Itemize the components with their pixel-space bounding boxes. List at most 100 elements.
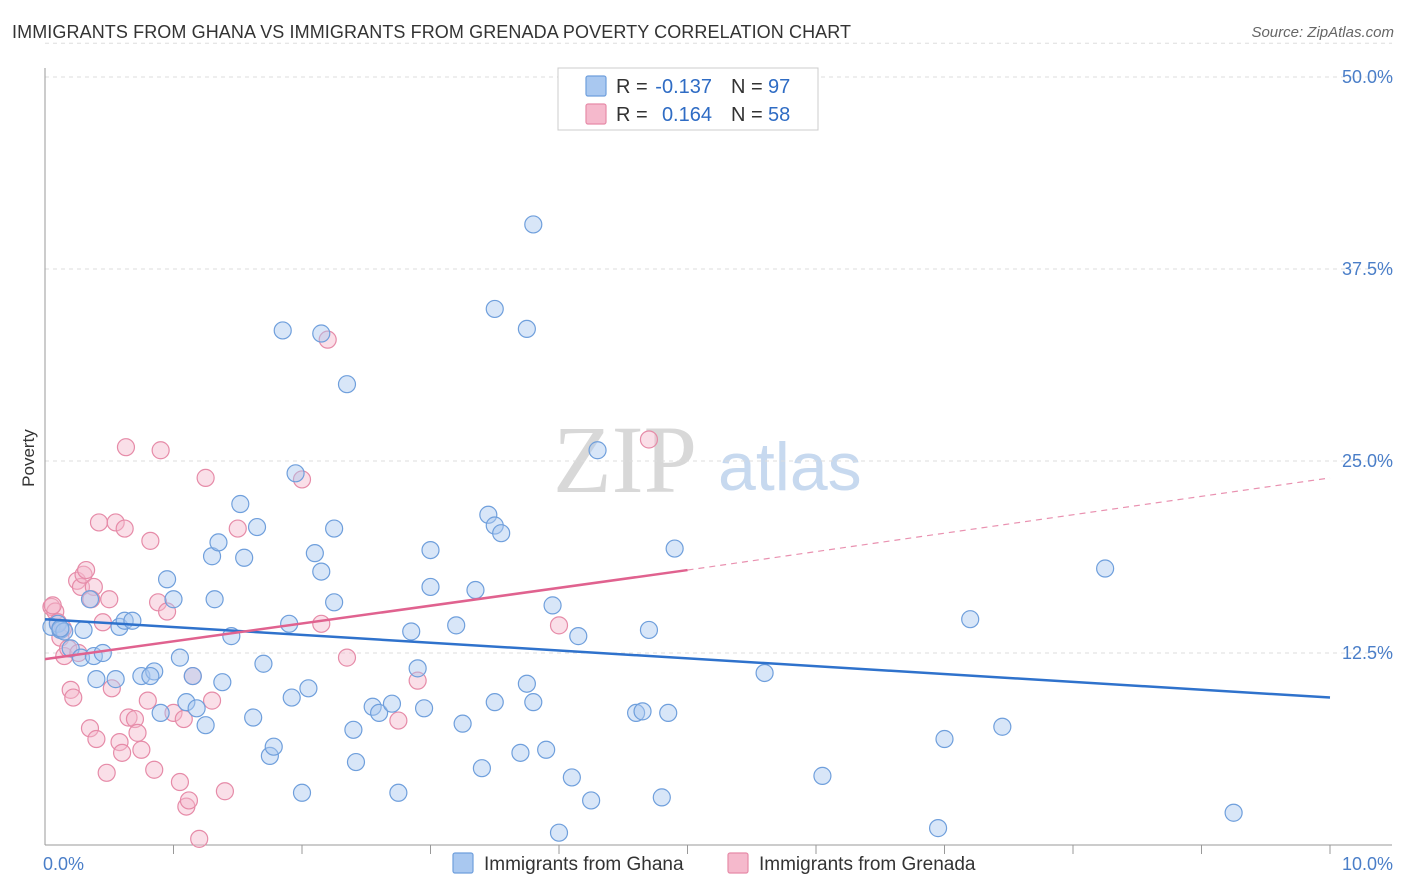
ghana-point (582, 791, 601, 810)
grenada-point (141, 531, 160, 550)
chart-title: IMMIGRANTS FROM GHANA VS IMMIGRANTS FROM… (12, 22, 852, 42)
bottom-legend-label-ghana: Immigrants from Ghana (484, 854, 684, 875)
grenada-point (549, 616, 569, 635)
x-tick-label-max: 10.0% (1342, 854, 1393, 874)
grenada-point (102, 679, 121, 698)
legend-n-label-ghana: N = (731, 76, 763, 98)
ghana-point (408, 659, 427, 678)
grenada-point (80, 719, 100, 738)
ghana-point (177, 693, 196, 712)
ghana-point (123, 611, 142, 630)
correlation-legend: R = -0.137 N = 97 R = 0.164 N = 58 (557, 67, 819, 131)
ghana-point (151, 703, 170, 723)
ghana-point (170, 648, 190, 667)
ghana-point (524, 215, 543, 234)
grenada-point (87, 729, 106, 749)
ghana-point (993, 717, 1012, 736)
ghana-point (196, 716, 215, 735)
x-tick-label-min: 0.0% (43, 854, 84, 874)
ghana-point (337, 375, 357, 394)
grenada-point (128, 723, 147, 742)
ghana-point (141, 666, 160, 686)
y-tick-label: 25.0% (1342, 451, 1393, 471)
grenada-point (389, 711, 408, 730)
axes (44, 68, 1392, 846)
ghana-point (74, 620, 93, 640)
ghana-point (421, 540, 440, 560)
ghana-point (164, 590, 183, 609)
grenada-point (164, 703, 183, 723)
ghana-point (247, 517, 267, 537)
ghana-point (652, 788, 671, 807)
grenada-point (190, 829, 209, 848)
ghana-point (633, 702, 652, 721)
ghana-point (755, 663, 774, 683)
ghana-point (961, 610, 980, 629)
ghana-point (447, 616, 466, 635)
grenada-point (125, 709, 145, 729)
ghana-point (466, 580, 485, 600)
grenada-point (337, 648, 357, 667)
grenada-point (97, 763, 116, 782)
ghana-point (543, 596, 562, 615)
y-tick-label: 37.5% (1342, 259, 1393, 279)
ghana-point (209, 533, 228, 552)
legend-r-label-ghana: R = (616, 76, 648, 98)
ghana-point (235, 548, 254, 567)
ghana-point (935, 729, 954, 749)
grenada-point (77, 560, 96, 580)
ghana-point (479, 505, 498, 524)
watermark-atlas: atlas (718, 429, 862, 505)
y-axis-label: Poverty (19, 429, 38, 487)
grenada-point (228, 519, 247, 538)
series-legend: Immigrants from Ghana Immigrants from Gr… (452, 852, 976, 875)
ghana-point (524, 693, 543, 712)
ghana-point (389, 783, 408, 802)
bottom-legend-swatch-grenada (727, 852, 749, 874)
ghana-point (157, 570, 177, 589)
x-axis-ticks (173, 845, 1331, 854)
ghana-point (402, 622, 421, 641)
grenada-point (100, 590, 119, 609)
ghana-point (1224, 803, 1243, 822)
trend-lines (44, 477, 1331, 699)
ghana-point (370, 703, 389, 723)
grenada-point (119, 708, 138, 727)
ghana-point (562, 768, 581, 787)
grenada-point (116, 438, 136, 457)
watermark: ZIP atlas (553, 406, 862, 513)
ghana-point (569, 627, 588, 646)
ghana-point (344, 720, 363, 739)
grenada-point (151, 441, 170, 460)
ghana-point (485, 299, 504, 319)
grenada-point (145, 760, 164, 779)
ghana-point (187, 699, 206, 718)
grenada-point (112, 743, 132, 762)
ghana-point (537, 740, 556, 759)
legend-n-label-grenada: N = (731, 104, 763, 126)
ghana-point (51, 619, 70, 638)
ghana-point (325, 519, 344, 538)
ghana-point (665, 539, 684, 558)
ghana-point (346, 752, 366, 772)
ghana-point (549, 823, 569, 842)
ghana-point (813, 766, 832, 785)
grenada-point (639, 430, 659, 449)
grenada-point (110, 732, 129, 752)
ghana-point (254, 654, 273, 673)
ghana-point (61, 639, 80, 658)
ghana-point (106, 670, 125, 689)
ghana-point (639, 620, 659, 640)
grenada-point (115, 519, 134, 538)
ghana-point (260, 746, 279, 766)
ghana-point (312, 562, 331, 581)
ghana-point (305, 544, 324, 563)
y-axis-tick-labels: 12.5% 25.0% 37.5% 50.0% (1342, 67, 1393, 663)
ghana-point (453, 714, 472, 733)
ghana-point (183, 666, 202, 686)
ghana-point (292, 783, 312, 802)
ghana-point (213, 673, 232, 692)
grenada-point (202, 691, 222, 710)
ghana-point (87, 670, 106, 689)
